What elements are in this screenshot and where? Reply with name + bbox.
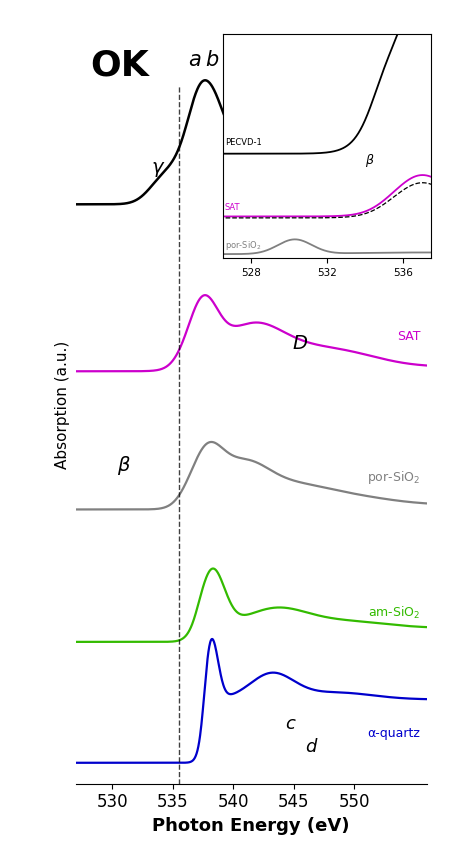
Text: α-quartz: α-quartz: [368, 728, 420, 740]
Text: por-SiO$_2$: por-SiO$_2$: [367, 468, 420, 486]
Text: $a$: $a$: [188, 51, 201, 71]
Text: $b$: $b$: [205, 51, 219, 71]
Text: $c$: $c$: [285, 715, 297, 733]
X-axis label: Photon Energy (eV): Photon Energy (eV): [153, 817, 350, 835]
Text: SAT: SAT: [397, 331, 420, 344]
Text: $D$: $D$: [292, 334, 308, 353]
Text: por-SiO$_2$: por-SiO$_2$: [225, 239, 261, 252]
Y-axis label: Absorption (a.u.): Absorption (a.u.): [55, 341, 70, 468]
Text: am-SiO$_2$: am-SiO$_2$: [368, 605, 420, 621]
Text: PECVD-1: PECVD-1: [225, 139, 262, 147]
Text: $d$: $d$: [305, 738, 319, 756]
Text: SAT: SAT: [225, 203, 240, 213]
Text: PECVD-1: PECVD-1: [366, 150, 420, 163]
Text: $\beta$: $\beta$: [365, 152, 374, 169]
Text: $\gamma$: $\gamma$: [151, 160, 165, 179]
Text: $\beta$: $\beta$: [117, 455, 131, 477]
Text: OK: OK: [91, 49, 149, 83]
